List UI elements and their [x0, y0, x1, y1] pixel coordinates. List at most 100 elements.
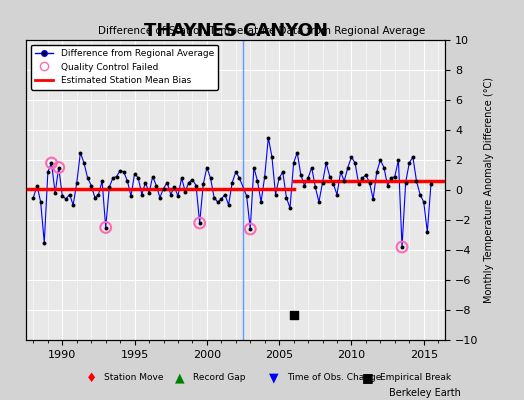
- Point: [398, 244, 406, 250]
- Point: [380, 164, 388, 171]
- Point: [91, 194, 99, 201]
- Point: [51, 190, 59, 196]
- Point: [249, 164, 258, 171]
- Point: [192, 182, 200, 189]
- Point: [289, 311, 298, 318]
- Point: [304, 175, 312, 181]
- Point: [427, 181, 435, 187]
- Point: [163, 179, 171, 186]
- Point: [127, 193, 135, 199]
- Point: [365, 179, 374, 186]
- Text: ♦: ♦: [86, 372, 97, 384]
- Point: [195, 220, 204, 226]
- Point: [217, 196, 225, 202]
- Point: [362, 172, 370, 178]
- Point: [54, 164, 63, 171]
- Point: [373, 169, 381, 175]
- Point: [76, 149, 84, 156]
- Point: [145, 190, 153, 196]
- Point: [210, 194, 219, 201]
- Text: Record Gap: Record Gap: [193, 374, 246, 382]
- Point: [329, 181, 337, 187]
- Point: [347, 154, 356, 160]
- Point: [279, 169, 287, 175]
- Point: [58, 193, 67, 199]
- Point: [232, 169, 240, 175]
- Point: [384, 182, 392, 189]
- Point: [369, 196, 377, 202]
- Point: [167, 191, 175, 198]
- Point: [300, 182, 309, 189]
- Point: [351, 160, 359, 166]
- Point: [73, 179, 81, 186]
- Point: [271, 191, 280, 198]
- Point: [40, 239, 48, 246]
- Point: [336, 169, 345, 175]
- Point: [308, 164, 316, 171]
- Y-axis label: Monthly Temperature Anomaly Difference (°C): Monthly Temperature Anomaly Difference (…: [484, 77, 494, 303]
- Point: [253, 178, 261, 184]
- Text: ▼: ▼: [268, 372, 278, 384]
- Point: [405, 160, 413, 166]
- Point: [116, 167, 124, 174]
- Point: [398, 244, 406, 250]
- Point: [195, 220, 204, 226]
- Point: [416, 191, 424, 198]
- Point: [188, 176, 196, 183]
- Point: [394, 157, 402, 163]
- Text: Empirical Break: Empirical Break: [380, 374, 451, 382]
- Point: [289, 160, 298, 166]
- Point: [109, 175, 117, 181]
- Point: [358, 175, 366, 181]
- Text: Station Move: Station Move: [104, 374, 163, 382]
- Point: [264, 134, 272, 141]
- Point: [409, 154, 417, 160]
- Point: [43, 169, 52, 175]
- Point: [420, 199, 428, 205]
- Point: [423, 229, 432, 235]
- Point: [66, 191, 74, 198]
- Text: ■: ■: [362, 372, 374, 384]
- Point: [293, 149, 301, 156]
- Point: [87, 182, 95, 189]
- Point: [412, 178, 421, 184]
- Point: [297, 172, 305, 178]
- Point: [376, 157, 385, 163]
- Point: [315, 199, 323, 205]
- Point: [344, 164, 352, 171]
- Point: [102, 224, 110, 231]
- Legend: Difference from Regional Average, Quality Control Failed, Estimated Station Mean: Difference from Regional Average, Qualit…: [31, 44, 219, 90]
- Point: [275, 175, 283, 181]
- Point: [47, 160, 56, 166]
- Point: [152, 182, 160, 189]
- Point: [387, 175, 396, 181]
- Point: [228, 179, 236, 186]
- Point: [282, 194, 291, 201]
- Point: [224, 202, 233, 208]
- Point: [141, 179, 150, 186]
- Text: Difference of Station Temperature Data from Regional Average: Difference of Station Temperature Data f…: [99, 26, 425, 36]
- Point: [174, 193, 182, 199]
- Text: Berkeley Earth: Berkeley Earth: [389, 388, 461, 398]
- Point: [322, 160, 330, 166]
- Point: [119, 169, 128, 175]
- Point: [246, 226, 255, 232]
- Point: [181, 188, 189, 195]
- Point: [260, 173, 269, 180]
- Point: [37, 199, 45, 205]
- Point: [62, 196, 70, 202]
- Point: [203, 164, 211, 171]
- Point: [340, 178, 348, 184]
- Point: [33, 182, 41, 189]
- Point: [69, 202, 78, 208]
- Point: [311, 184, 320, 190]
- Point: [199, 181, 208, 187]
- Point: [80, 160, 88, 166]
- Point: [112, 173, 121, 180]
- Point: [325, 173, 334, 180]
- Point: [98, 178, 106, 184]
- Point: [159, 185, 168, 192]
- Point: [102, 224, 110, 231]
- Point: [47, 160, 56, 166]
- Point: [29, 194, 38, 201]
